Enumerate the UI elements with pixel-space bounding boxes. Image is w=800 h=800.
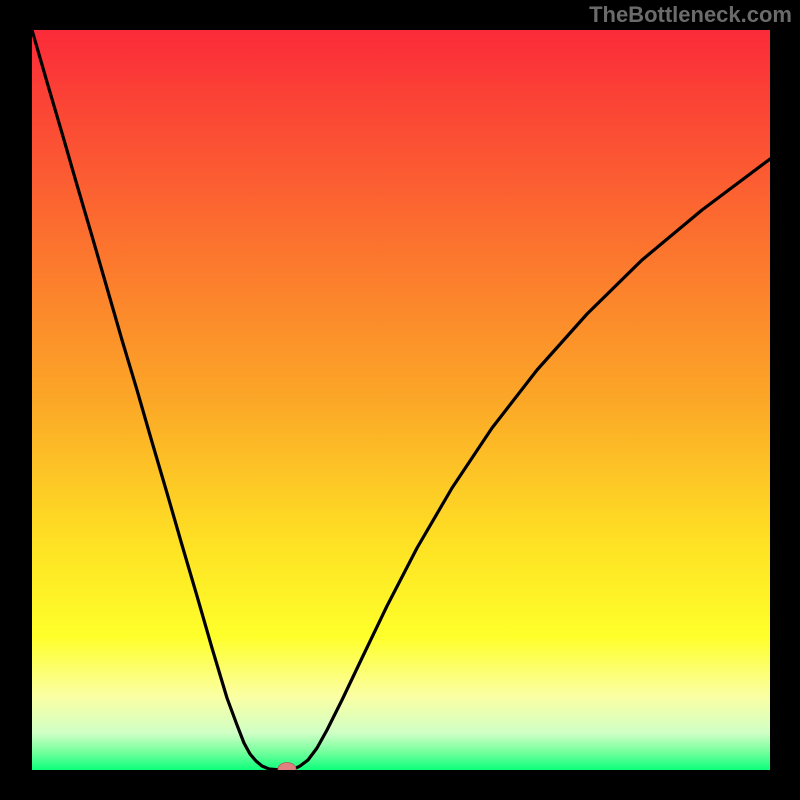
watermark-text: TheBottleneck.com — [589, 2, 792, 28]
optimum-marker — [278, 763, 296, 771]
bottleneck-curve-path — [32, 30, 770, 770]
bottleneck-curve-svg — [32, 30, 770, 770]
gradient-plot-area — [32, 30, 770, 770]
